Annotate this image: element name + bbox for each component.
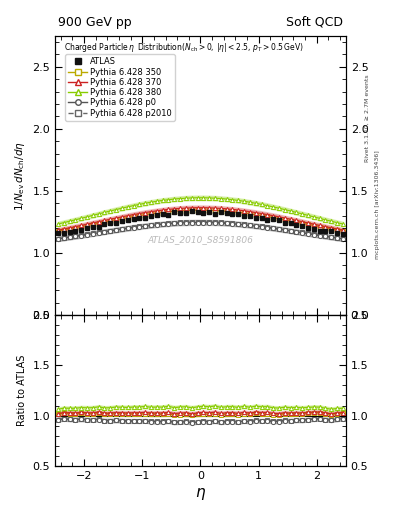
Y-axis label: Ratio to ATLAS: Ratio to ATLAS (17, 355, 27, 426)
X-axis label: $\eta$: $\eta$ (195, 486, 206, 502)
Text: 900 GeV pp: 900 GeV pp (58, 16, 132, 29)
Text: Soft QCD: Soft QCD (286, 16, 343, 29)
Text: Charged Particle$\,\eta\,$ Distribution$(N_\mathrm{ch}>0,\,|\eta|<2.5,\,p_T>0.5\: Charged Particle$\,\eta\,$ Distribution$… (64, 41, 304, 54)
Y-axis label: $1/N_\mathrm{ev}\,dN_\mathrm{ch}/d\eta$: $1/N_\mathrm{ev}\,dN_\mathrm{ch}/d\eta$ (13, 140, 27, 210)
Text: Rivet 3.1.10, ≥ 2.7M events: Rivet 3.1.10, ≥ 2.7M events (365, 74, 370, 162)
Text: ATLAS_2010_S8591806: ATLAS_2010_S8591806 (147, 235, 253, 244)
Legend: ATLAS, Pythia 6.428 350, Pythia 6.428 370, Pythia 6.428 380, Pythia 6.428 p0, Py: ATLAS, Pythia 6.428 350, Pythia 6.428 37… (65, 54, 175, 121)
Text: mcplots.cern.ch [arXiv:1306.3436]: mcplots.cern.ch [arXiv:1306.3436] (375, 151, 380, 259)
